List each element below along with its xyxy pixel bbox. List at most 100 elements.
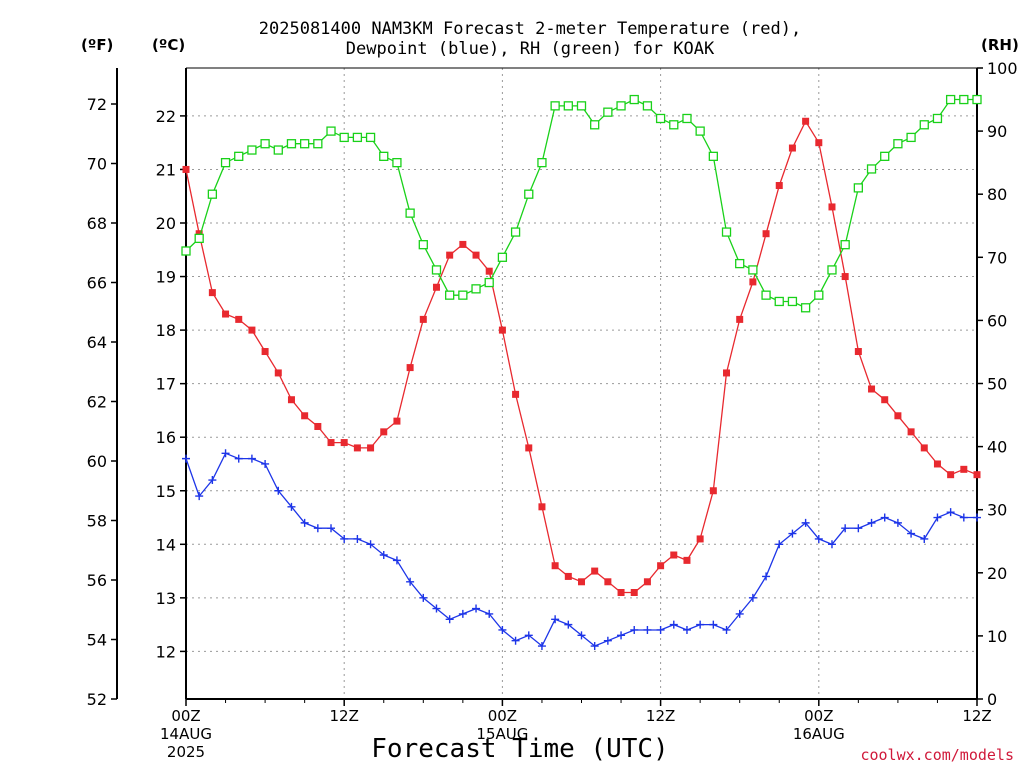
celsius-tick-label: 21	[156, 160, 176, 179]
rh-point	[893, 139, 903, 149]
temperature-point	[222, 310, 230, 318]
dewpoint-point	[762, 572, 771, 581]
temperature-point	[485, 267, 493, 275]
rh-point	[563, 101, 573, 111]
temperature-point	[617, 588, 625, 596]
rh-tick-label: 40	[987, 438, 1007, 457]
x-tick-label: 16AUG	[793, 725, 845, 743]
temperature-point	[591, 567, 599, 575]
temperature-point	[657, 562, 665, 570]
fahrenheit-tick-label: 54	[87, 631, 107, 650]
dewpoint-point	[722, 625, 731, 634]
dewpoint-point	[287, 502, 296, 511]
dewpoint-point	[880, 513, 889, 522]
dewpoint-point	[656, 625, 665, 634]
temperature-point	[406, 364, 414, 372]
temperature-point	[643, 578, 651, 586]
rh-point	[418, 240, 428, 250]
temperature-point	[762, 230, 770, 238]
fahrenheit-tick-label: 60	[87, 452, 107, 471]
temperature-point	[432, 283, 440, 291]
x-tick-label: 00Z	[488, 707, 517, 725]
rh-tick-label: 80	[987, 185, 1007, 204]
x-axis-title: Forecast Time (UTC)	[371, 734, 669, 764]
dewpoint-point	[300, 518, 309, 527]
temperature-point	[907, 428, 915, 436]
rh-point	[234, 151, 244, 161]
dewpoint-point	[432, 604, 441, 613]
rh-point	[510, 227, 521, 237]
data-series	[181, 94, 982, 651]
x-tick-label: 12Z	[962, 707, 991, 725]
dewpoint-point	[603, 636, 612, 645]
temperature-point	[367, 444, 375, 452]
fahrenheit-unit-label: (ºF)	[81, 36, 114, 54]
rh-tick-label: 50	[987, 375, 1007, 394]
rh-point	[299, 139, 310, 149]
dewpoint-point	[814, 534, 823, 543]
dewpoint-point	[340, 534, 349, 543]
temperature-point	[208, 289, 216, 297]
dewpoint-point	[472, 604, 481, 613]
temperature-point	[195, 230, 203, 238]
temperature-point	[868, 385, 876, 393]
rh-point	[260, 139, 270, 149]
temperature-point	[709, 487, 717, 495]
rh-tick-label: 20	[987, 564, 1007, 583]
rh-tick-label: 10	[987, 627, 1007, 646]
rh-point	[326, 126, 336, 136]
dewpoint-point	[590, 642, 599, 651]
dewpoint-point	[920, 534, 929, 543]
dewpoint-point	[841, 524, 850, 533]
dewpoint-point	[748, 593, 757, 602]
temperature-point	[749, 278, 757, 286]
dewpoint-point	[524, 631, 533, 640]
dewpoint-point	[959, 513, 968, 522]
rh-point	[484, 277, 494, 288]
temperature-point	[419, 315, 427, 323]
fahrenheit-tick-label: 72	[87, 95, 107, 114]
dewpoint-point	[327, 524, 336, 533]
dewpoint-point	[867, 518, 876, 527]
fahrenheit-tick-label: 68	[87, 214, 107, 233]
rh-point	[550, 101, 560, 111]
rh-point	[629, 94, 639, 105]
dewpoint-point	[208, 476, 217, 485]
rh-point	[207, 189, 218, 199]
dewpoint-point	[907, 529, 916, 538]
temperature-point	[933, 460, 941, 468]
rh-point	[365, 132, 376, 143]
dewpoint-point	[696, 620, 705, 629]
dewpoint-point	[221, 449, 230, 458]
rh-point	[537, 157, 547, 168]
temperature-point	[736, 315, 744, 323]
temperature-point	[881, 396, 889, 404]
dewpoint-point	[682, 625, 691, 634]
rh-point	[695, 126, 705, 136]
rh-point	[405, 208, 415, 218]
rh-point	[431, 265, 442, 275]
temperature-point	[788, 144, 796, 152]
temperature-point	[854, 348, 862, 356]
rh-point	[840, 240, 850, 250]
rh-point	[708, 151, 718, 161]
rh-point	[774, 296, 784, 307]
dewpoint-point	[973, 513, 981, 522]
rh-point	[800, 303, 811, 313]
dewpoint-point	[458, 609, 467, 618]
dewpoint-point	[617, 631, 626, 640]
rh-point	[339, 132, 349, 143]
dewpoint-point	[946, 508, 955, 517]
dewpoint-point	[564, 620, 573, 629]
celsius-tick-label: 18	[156, 321, 176, 340]
rh-point	[247, 145, 257, 155]
dewpoint-point	[366, 540, 375, 549]
dewpoint-point	[827, 540, 836, 549]
rh-tick-label: 0	[987, 690, 997, 709]
dewpoint-point	[274, 486, 283, 495]
temperature-point	[973, 471, 981, 479]
celsius-tick-label: 19	[156, 268, 176, 287]
temperature-point	[947, 471, 955, 479]
celsius-tick-label: 12	[156, 642, 176, 661]
temperature-point	[775, 182, 783, 190]
